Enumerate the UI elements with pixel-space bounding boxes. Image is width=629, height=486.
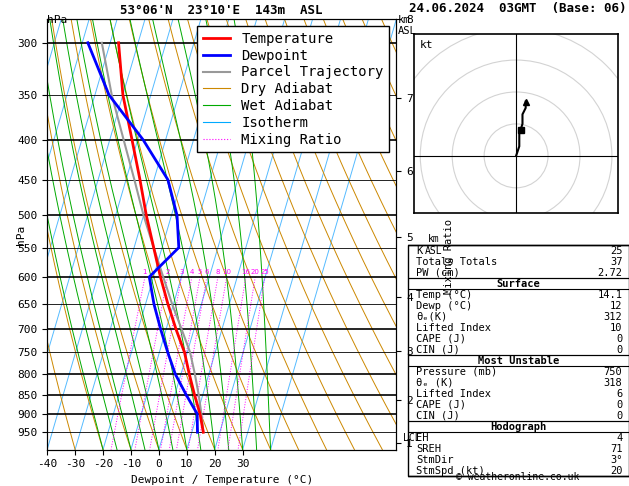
Text: 0: 0 [616,400,622,410]
Text: 0: 0 [616,411,622,421]
Text: Mixing Ratio (g/kg): Mixing Ratio (g/kg) [444,175,454,294]
Text: 16: 16 [242,269,250,275]
Text: 37: 37 [610,257,622,267]
Text: 4: 4 [189,269,194,275]
Text: Pressure (mb): Pressure (mb) [416,367,498,377]
Text: 6: 6 [204,269,209,275]
Y-axis label: km
ASL: km ASL [425,234,442,256]
Text: 2: 2 [165,269,170,275]
Text: 14.1: 14.1 [598,290,622,300]
Y-axis label: hPa: hPa [16,225,26,244]
Text: 1: 1 [143,269,147,275]
Text: 5: 5 [198,269,202,275]
Text: StmSpd (kt): StmSpd (kt) [416,466,485,476]
Text: Lifted Index: Lifted Index [416,389,491,399]
Text: 8: 8 [216,269,220,275]
Text: Hodograph: Hodograph [490,422,547,432]
Text: Temp (°C): Temp (°C) [416,290,473,300]
Text: 12: 12 [610,301,622,311]
Text: CIN (J): CIN (J) [416,411,460,421]
Text: © weatheronline.co.uk: © weatheronline.co.uk [456,472,579,482]
Text: CAPE (J): CAPE (J) [416,400,467,410]
Text: 3°: 3° [610,455,622,465]
Text: Totals Totals: Totals Totals [416,257,498,267]
X-axis label: Dewpoint / Temperature (°C): Dewpoint / Temperature (°C) [131,475,313,485]
Text: 0: 0 [616,334,622,344]
Text: km
ASL: km ASL [398,15,417,36]
Text: hPa: hPa [47,15,67,25]
Text: LCL: LCL [403,433,421,443]
Text: θₑ(K): θₑ(K) [416,312,448,322]
Text: 24.06.2024  03GMT  (Base: 06): 24.06.2024 03GMT (Base: 06) [409,2,626,16]
Text: StmDir: StmDir [416,455,454,465]
Text: Dewp (°C): Dewp (°C) [416,301,473,311]
Text: Most Unstable: Most Unstable [477,356,559,366]
Text: 20: 20 [610,466,622,476]
Text: Surface: Surface [496,279,540,289]
Text: 2.72: 2.72 [598,268,622,278]
Text: 25: 25 [610,246,622,256]
Text: 750: 750 [604,367,622,377]
Text: 6: 6 [616,389,622,399]
Text: 4: 4 [616,433,622,443]
Text: 10: 10 [222,269,231,275]
Text: CAPE (J): CAPE (J) [416,334,467,344]
Text: θₑ (K): θₑ (K) [416,378,454,388]
Title: 53°06'N  23°10'E  143m  ASL: 53°06'N 23°10'E 143m ASL [121,4,323,17]
Text: SREH: SREH [416,444,442,454]
Text: K: K [416,246,423,256]
Text: 318: 318 [604,378,622,388]
Text: 20: 20 [251,269,260,275]
Text: Lifted Index: Lifted Index [416,323,491,333]
Text: 25: 25 [260,269,269,275]
Text: kt: kt [420,40,433,50]
Text: CIN (J): CIN (J) [416,345,460,355]
Text: 10: 10 [610,323,622,333]
Legend: Temperature, Dewpoint, Parcel Trajectory, Dry Adiabat, Wet Adiabat, Isotherm, Mi: Temperature, Dewpoint, Parcel Trajectory… [197,26,389,152]
Text: 0: 0 [616,345,622,355]
Text: 3: 3 [179,269,184,275]
Text: PW (cm): PW (cm) [416,268,460,278]
Text: EH: EH [416,433,429,443]
Text: 71: 71 [610,444,622,454]
Text: 312: 312 [604,312,622,322]
